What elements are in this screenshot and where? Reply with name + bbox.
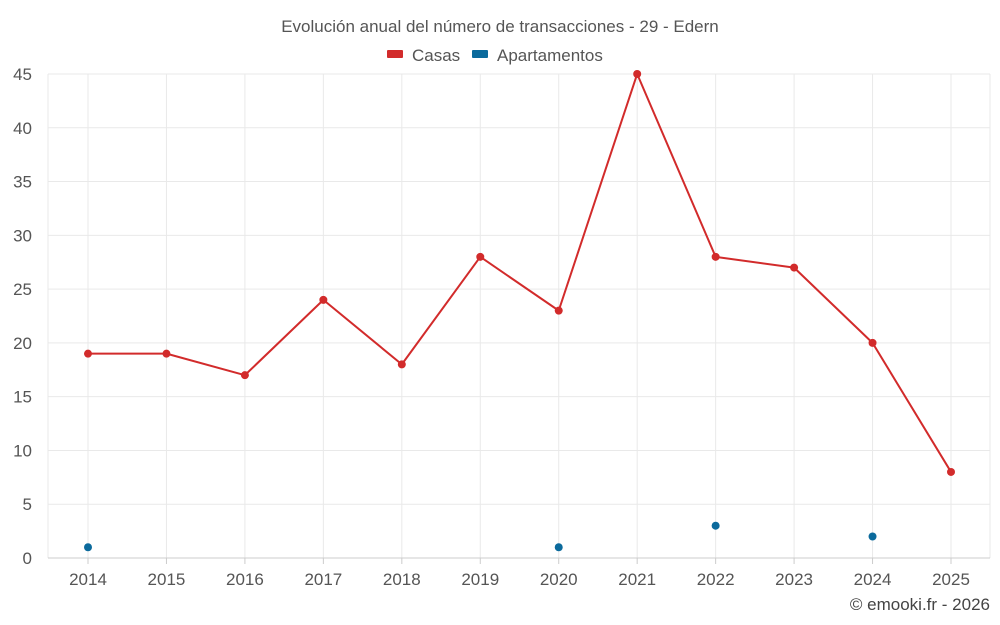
- y-tick-label: 40: [13, 119, 32, 138]
- x-tick-label: 2021: [618, 570, 656, 589]
- data-point-casas[interactable]: [162, 349, 171, 358]
- data-point-casas[interactable]: [476, 252, 485, 261]
- grid: [47, 73, 991, 558]
- data-point-casas[interactable]: [790, 263, 799, 272]
- y-tick-label: 15: [13, 388, 32, 407]
- y-tick-label: 45: [13, 65, 32, 84]
- x-tick-label: 2020: [540, 570, 578, 589]
- credit-text: © emooki.fr - 2026: [850, 595, 990, 614]
- y-tick-label: 25: [13, 280, 32, 299]
- y-tick-label: 0: [23, 549, 32, 568]
- data-point-apartamentos[interactable]: [711, 521, 720, 530]
- data-point-casas[interactable]: [397, 360, 406, 369]
- y-tick-label: 35: [13, 173, 32, 192]
- series-line-casas: [88, 73, 952, 473]
- x-tick-label: 2014: [69, 570, 107, 589]
- data-point-apartamentos[interactable]: [868, 532, 877, 541]
- x-tick-label: 2017: [304, 570, 342, 589]
- legend-swatch-casas: [387, 50, 403, 58]
- data-point-casas[interactable]: [947, 467, 955, 476]
- x-tick-label: 2015: [148, 570, 186, 589]
- data-point-casas[interactable]: [868, 338, 877, 347]
- y-tick-label: 10: [13, 441, 32, 460]
- legend-item-casas[interactable]: Casas: [387, 46, 460, 65]
- legend-label-apartamentos: Apartamentos: [497, 46, 603, 65]
- legend: Casas Apartamentos: [387, 46, 603, 65]
- chart-title: Evolución anual del número de transaccio…: [281, 17, 719, 36]
- y-tick-label: 20: [13, 334, 32, 353]
- data-point-casas[interactable]: [554, 306, 563, 315]
- data-point-casas[interactable]: [240, 371, 249, 380]
- legend-label-casas: Casas: [412, 46, 460, 65]
- legend-item-apartamentos[interactable]: Apartamentos: [472, 46, 603, 65]
- x-tick-label: 2025: [932, 570, 970, 589]
- x-tick-label: 2019: [461, 570, 499, 589]
- data-point-apartamentos[interactable]: [84, 543, 92, 552]
- x-tick-label: 2018: [383, 570, 421, 589]
- y-tick-label: 30: [13, 226, 32, 245]
- data-point-casas[interactable]: [84, 349, 92, 358]
- y-tick-label: 5: [23, 495, 32, 514]
- data-point-casas[interactable]: [711, 252, 720, 261]
- x-tick-label: 2022: [697, 570, 735, 589]
- data-point-apartamentos[interactable]: [554, 543, 563, 552]
- x-tick-label: 2016: [226, 570, 264, 589]
- legend-swatch-apartamentos: [472, 50, 488, 58]
- data-point-casas[interactable]: [319, 295, 328, 304]
- x-tick-label: 2023: [775, 570, 813, 589]
- data-point-casas[interactable]: [633, 70, 642, 78]
- x-tick-label: 2024: [854, 570, 892, 589]
- plot-area: [84, 70, 955, 552]
